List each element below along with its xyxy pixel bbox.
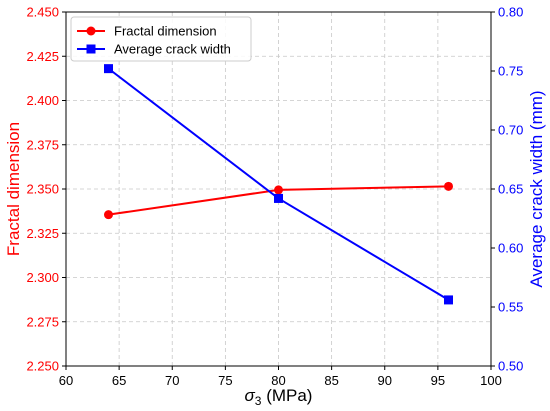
y-axis-right: 0.50 0.55 0.60 0.65 0.70 0.75 0.80 xyxy=(491,5,523,374)
y-axis-left: 2.250 2.275 2.300 2.325 2.350 2.375 2.400 2.425… xyxy=(26,5,66,374)
y-left-tick-label: 2.400 xyxy=(26,93,59,108)
data-point xyxy=(274,185,283,195)
y-axis-right-title: Average crack width (mm) xyxy=(527,90,546,287)
y-right-tick-label: 0.70 xyxy=(498,123,523,138)
y-right-tick-label: 0.80 xyxy=(498,5,523,20)
data-point xyxy=(104,64,113,74)
x-tick-label: 60 xyxy=(59,373,73,388)
x-tick-label: 85 xyxy=(324,373,338,388)
x-tick-label: 100 xyxy=(480,373,502,388)
data-point xyxy=(104,210,113,220)
y-left-tick-label: 2.350 xyxy=(26,182,59,197)
x-tick-label: 65 xyxy=(112,373,126,388)
x-axis: 60 65 70 75 80 85 90 95 100 xyxy=(59,366,502,388)
x-tick-label: 75 xyxy=(218,373,232,388)
y-right-tick-label: 0.55 xyxy=(498,300,523,315)
x-axis-subscript: 3 xyxy=(255,394,262,408)
legend-label: Fractal dimension xyxy=(114,24,217,39)
y-right-tick-label: 0.50 xyxy=(498,359,523,374)
y-left-tick-label: 2.325 xyxy=(26,226,59,241)
data-point xyxy=(274,193,283,203)
x-axis-unit: (MPa) xyxy=(261,386,312,405)
x-tick-label: 95 xyxy=(431,373,445,388)
x-tick-label: 90 xyxy=(378,373,392,388)
legend-marker xyxy=(86,26,96,36)
legend-marker xyxy=(86,44,96,54)
y-left-tick-label: 2.450 xyxy=(26,5,59,20)
y-left-tick-label: 2.300 xyxy=(26,270,59,285)
y-left-tick-label: 2.275 xyxy=(26,314,59,329)
x-tick-label: 70 xyxy=(165,373,179,388)
x-tick-label: 80 xyxy=(271,373,285,388)
data-point xyxy=(444,181,453,191)
x-axis-title: σ3 (MPa) xyxy=(245,386,313,408)
y-right-tick-label: 0.65 xyxy=(498,182,523,197)
legend-box xyxy=(70,16,252,62)
data-point xyxy=(444,295,453,305)
y-left-tick-label: 2.375 xyxy=(26,137,59,152)
y-right-tick-label: 0.60 xyxy=(498,241,523,256)
legend: Fractal dimension Average crack width xyxy=(70,16,252,62)
y-left-tick-label: 2.425 xyxy=(26,49,59,64)
x-axis-symbol: σ xyxy=(245,386,256,405)
y-left-tick-label: 2.250 xyxy=(26,359,59,374)
series-layer xyxy=(104,64,453,305)
y-axis-left-title: Fractal dimension xyxy=(4,122,23,256)
y-right-tick-label: 0.75 xyxy=(498,64,523,79)
legend-label: Average crack width xyxy=(114,42,231,57)
